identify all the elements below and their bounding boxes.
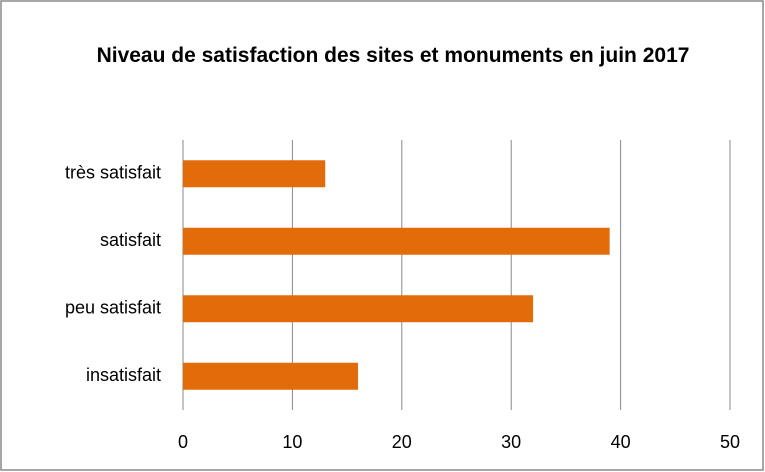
bar — [183, 295, 534, 323]
x-tick-label: 50 — [720, 432, 740, 452]
chart-title: Niveau de satisfaction des sites et monu… — [96, 44, 690, 67]
x-tick-label: 30 — [501, 432, 521, 452]
bar — [183, 362, 359, 390]
x-tick-label: 20 — [392, 432, 412, 452]
y-tick-label: très satisfait — [65, 163, 161, 183]
bar — [183, 227, 610, 255]
x-tick-label: 10 — [282, 432, 302, 452]
y-tick-label: satisfait — [100, 230, 161, 250]
x-tick-label: 40 — [611, 432, 631, 452]
y-tick-label: peu satisfait — [65, 298, 161, 318]
x-tick-label: 0 — [178, 432, 188, 452]
bar — [183, 160, 326, 188]
y-tick-label: insatisfait — [86, 365, 161, 385]
